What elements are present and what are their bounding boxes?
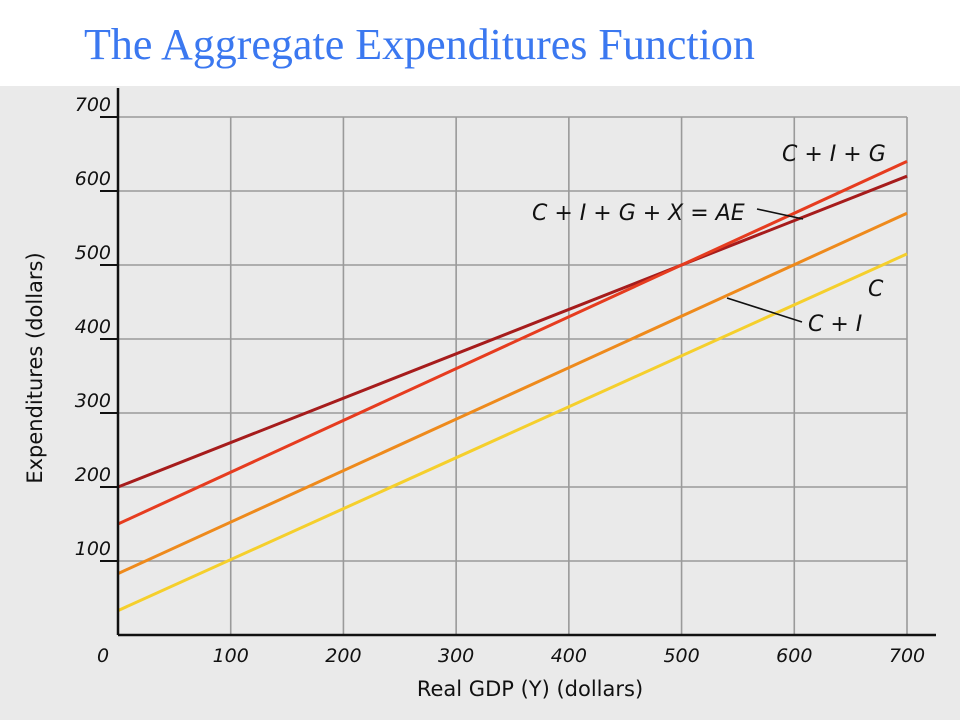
x-tick-label-200: 200	[325, 645, 361, 667]
y-tick-label-100: 100	[75, 538, 111, 560]
slide-title: The Aggregate Expenditures Function	[84, 20, 755, 69]
series-label-c-i: C + I	[808, 312, 862, 337]
series-line-0	[117, 174, 908, 489]
y-axis-title: Expenditures (dollars)	[23, 252, 47, 483]
grid-lines	[118, 116, 908, 635]
x-tick-label-300: 300	[438, 645, 474, 667]
series-label-c-i-g: C + I + G	[782, 142, 886, 167]
series-line-2	[117, 211, 908, 575]
y-tick-label-600: 600	[75, 168, 111, 190]
series-line-1	[117, 160, 908, 526]
x-tick-label-500: 500	[663, 645, 699, 667]
x-tick-label-100: 100	[213, 645, 249, 667]
series-label-c: C	[868, 277, 884, 302]
series-lines	[117, 160, 908, 612]
series-label-ae: C + I + G + X = AE	[532, 201, 745, 226]
y-tick-label-500: 500	[75, 242, 111, 264]
x-tick-label-700: 700	[889, 645, 925, 667]
series-line-3	[117, 252, 908, 612]
y-tick-label-400: 400	[75, 316, 111, 338]
y-tick-label-200: 200	[75, 464, 111, 486]
x-tick-label-600: 600	[776, 645, 812, 667]
x-tick-label-400: 400	[551, 645, 587, 667]
origin-label: 0	[97, 645, 109, 667]
c-i-leader-line	[726, 297, 803, 323]
ae-leader-line	[756, 208, 804, 220]
axes	[100, 88, 936, 637]
y-tick-label-700: 700	[75, 94, 111, 116]
x-axis-title: Real GDP (Y) (dollars)	[417, 677, 643, 701]
tick-labels: 100 200 300 400 500 600 700 100 200 300 400 500 600 7…	[75, 94, 925, 667]
y-tick-label-300: 300	[75, 390, 111, 412]
